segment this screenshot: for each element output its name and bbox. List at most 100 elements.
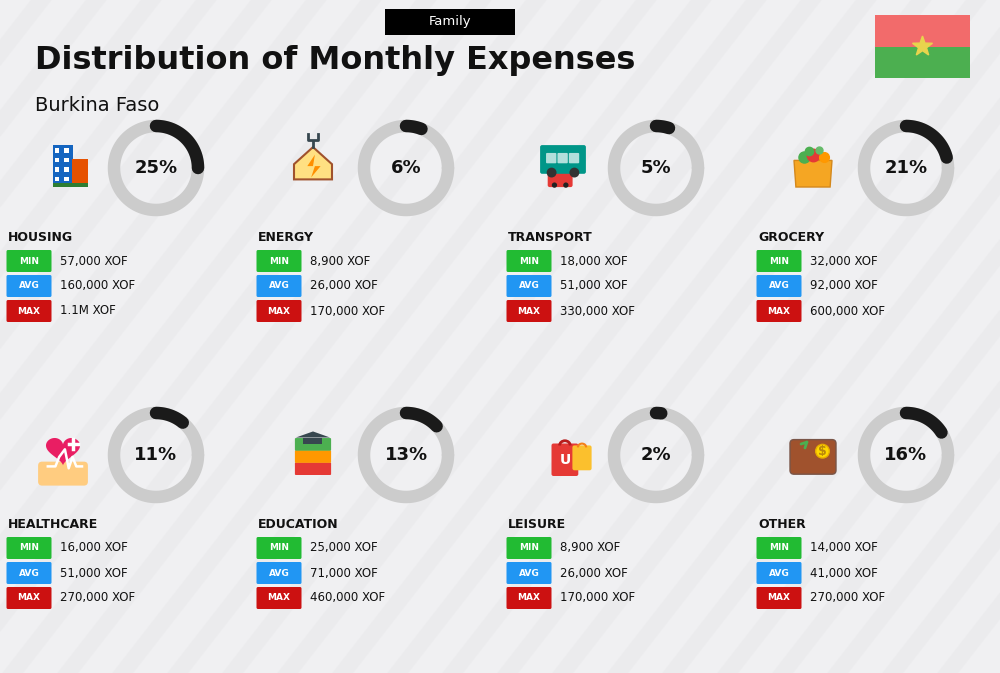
FancyBboxPatch shape xyxy=(72,159,88,187)
FancyBboxPatch shape xyxy=(7,300,52,322)
FancyBboxPatch shape xyxy=(757,562,802,584)
Circle shape xyxy=(563,182,569,188)
Text: 18,000 XOF: 18,000 XOF xyxy=(560,254,628,267)
Text: HEALTHCARE: HEALTHCARE xyxy=(8,518,98,531)
FancyBboxPatch shape xyxy=(64,157,69,162)
Text: MAX: MAX xyxy=(768,306,790,316)
FancyBboxPatch shape xyxy=(256,250,301,272)
Text: EDUCATION: EDUCATION xyxy=(258,518,339,531)
FancyBboxPatch shape xyxy=(790,439,836,474)
FancyBboxPatch shape xyxy=(757,537,802,559)
Text: AVG: AVG xyxy=(19,569,39,577)
Text: $: $ xyxy=(818,445,827,458)
FancyBboxPatch shape xyxy=(385,9,515,35)
Text: 460,000 XOF: 460,000 XOF xyxy=(310,592,385,604)
FancyBboxPatch shape xyxy=(875,15,970,46)
FancyBboxPatch shape xyxy=(757,587,802,609)
Text: MIN: MIN xyxy=(519,256,539,266)
FancyBboxPatch shape xyxy=(572,446,592,470)
Polygon shape xyxy=(296,431,330,437)
Text: 71,000 XOF: 71,000 XOF xyxy=(310,567,378,579)
Text: MIN: MIN xyxy=(19,544,39,553)
FancyBboxPatch shape xyxy=(256,537,301,559)
FancyBboxPatch shape xyxy=(7,275,52,297)
Text: 270,000 XOF: 270,000 XOF xyxy=(60,592,135,604)
FancyBboxPatch shape xyxy=(757,300,802,322)
Text: OTHER: OTHER xyxy=(758,518,806,531)
Text: MIN: MIN xyxy=(519,544,539,553)
FancyBboxPatch shape xyxy=(546,153,556,164)
FancyBboxPatch shape xyxy=(64,177,69,181)
Text: 57,000 XOF: 57,000 XOF xyxy=(60,254,128,267)
Text: GROCERY: GROCERY xyxy=(758,231,824,244)
FancyBboxPatch shape xyxy=(53,145,73,187)
FancyBboxPatch shape xyxy=(569,153,579,164)
FancyBboxPatch shape xyxy=(256,275,301,297)
Text: 26,000 XOF: 26,000 XOF xyxy=(310,279,378,293)
Text: 51,000 XOF: 51,000 XOF xyxy=(60,567,128,579)
FancyBboxPatch shape xyxy=(7,537,52,559)
Text: 8,900 XOF: 8,900 XOF xyxy=(310,254,370,267)
FancyBboxPatch shape xyxy=(256,587,301,609)
Text: HOUSING: HOUSING xyxy=(8,231,73,244)
Text: Burkina Faso: Burkina Faso xyxy=(35,96,159,115)
FancyBboxPatch shape xyxy=(7,587,52,609)
FancyBboxPatch shape xyxy=(53,183,88,187)
Polygon shape xyxy=(307,155,321,178)
Text: MIN: MIN xyxy=(269,256,289,266)
Text: AVG: AVG xyxy=(769,281,789,291)
Text: 13%: 13% xyxy=(384,446,428,464)
Text: 14,000 XOF: 14,000 XOF xyxy=(810,542,878,555)
Text: 160,000 XOF: 160,000 XOF xyxy=(60,279,135,293)
Text: LEISURE: LEISURE xyxy=(508,518,566,531)
Text: 5%: 5% xyxy=(641,159,671,177)
Text: 2%: 2% xyxy=(641,446,671,464)
Polygon shape xyxy=(46,438,80,466)
FancyBboxPatch shape xyxy=(757,250,802,272)
Text: 51,000 XOF: 51,000 XOF xyxy=(560,279,628,293)
FancyBboxPatch shape xyxy=(256,300,301,322)
Text: MIN: MIN xyxy=(769,256,789,266)
Circle shape xyxy=(569,168,579,178)
Text: 600,000 XOF: 600,000 XOF xyxy=(810,304,885,318)
Text: Distribution of Monthly Expenses: Distribution of Monthly Expenses xyxy=(35,45,635,76)
FancyBboxPatch shape xyxy=(7,562,52,584)
Text: MIN: MIN xyxy=(269,544,289,553)
Polygon shape xyxy=(294,147,332,180)
FancyBboxPatch shape xyxy=(55,148,59,153)
FancyBboxPatch shape xyxy=(55,157,59,162)
FancyBboxPatch shape xyxy=(757,275,802,297)
FancyBboxPatch shape xyxy=(38,462,88,486)
Text: Family: Family xyxy=(429,15,471,28)
FancyBboxPatch shape xyxy=(55,177,59,181)
Text: MAX: MAX xyxy=(17,594,40,602)
Text: MAX: MAX xyxy=(518,594,540,602)
Text: 16,000 XOF: 16,000 XOF xyxy=(60,542,128,555)
FancyBboxPatch shape xyxy=(256,562,301,584)
Text: 25,000 XOF: 25,000 XOF xyxy=(310,542,378,555)
Text: 6%: 6% xyxy=(391,159,421,177)
Text: 11%: 11% xyxy=(134,446,178,464)
FancyBboxPatch shape xyxy=(507,275,552,297)
Text: AVG: AVG xyxy=(769,569,789,577)
Text: 330,000 XOF: 330,000 XOF xyxy=(560,304,635,318)
Text: AVG: AVG xyxy=(519,569,539,577)
Text: 26,000 XOF: 26,000 XOF xyxy=(560,567,628,579)
Text: 92,000 XOF: 92,000 XOF xyxy=(810,279,878,293)
Text: 170,000 XOF: 170,000 XOF xyxy=(310,304,385,318)
FancyBboxPatch shape xyxy=(295,438,331,451)
Polygon shape xyxy=(913,36,932,55)
Text: 41,000 XOF: 41,000 XOF xyxy=(810,567,878,579)
Circle shape xyxy=(816,444,829,458)
FancyBboxPatch shape xyxy=(507,537,552,559)
FancyBboxPatch shape xyxy=(540,145,586,174)
Text: MAX: MAX xyxy=(268,594,290,602)
FancyBboxPatch shape xyxy=(303,437,322,444)
Circle shape xyxy=(552,182,557,188)
Text: TRANSPORT: TRANSPORT xyxy=(508,231,593,244)
Text: MAX: MAX xyxy=(518,306,540,316)
FancyBboxPatch shape xyxy=(548,172,573,187)
Text: MAX: MAX xyxy=(768,594,790,602)
FancyBboxPatch shape xyxy=(557,153,568,164)
FancyBboxPatch shape xyxy=(55,167,59,172)
